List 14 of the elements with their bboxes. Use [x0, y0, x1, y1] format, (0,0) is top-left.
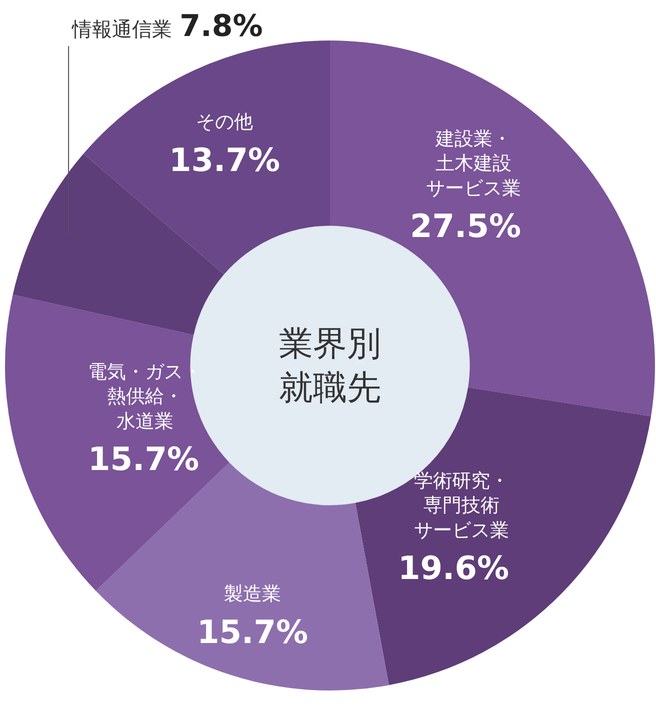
text: 業界別就職先 [279, 324, 381, 408]
slice-label: 建設業・土木建設サービス業 [426, 128, 521, 200]
donut-slice [84, 40, 330, 274]
data-label: 27.5% [410, 207, 522, 245]
data-label: 19.6% [398, 549, 510, 587]
slice-label: その他 [196, 111, 253, 133]
slice-label: 学術研究・専門技術サービス業 [414, 470, 509, 542]
data-label: 7.8% [180, 9, 263, 44]
data-label: 13.7% [169, 141, 280, 179]
slice-label: 製造業 [224, 583, 281, 605]
slice-label: 電気・ガス・熱供給・水道業 [88, 361, 202, 432]
data-label: 15.7% [197, 613, 308, 651]
slice-label: 情報通信業 [71, 17, 172, 41]
data-label: 15.7% [88, 440, 200, 478]
